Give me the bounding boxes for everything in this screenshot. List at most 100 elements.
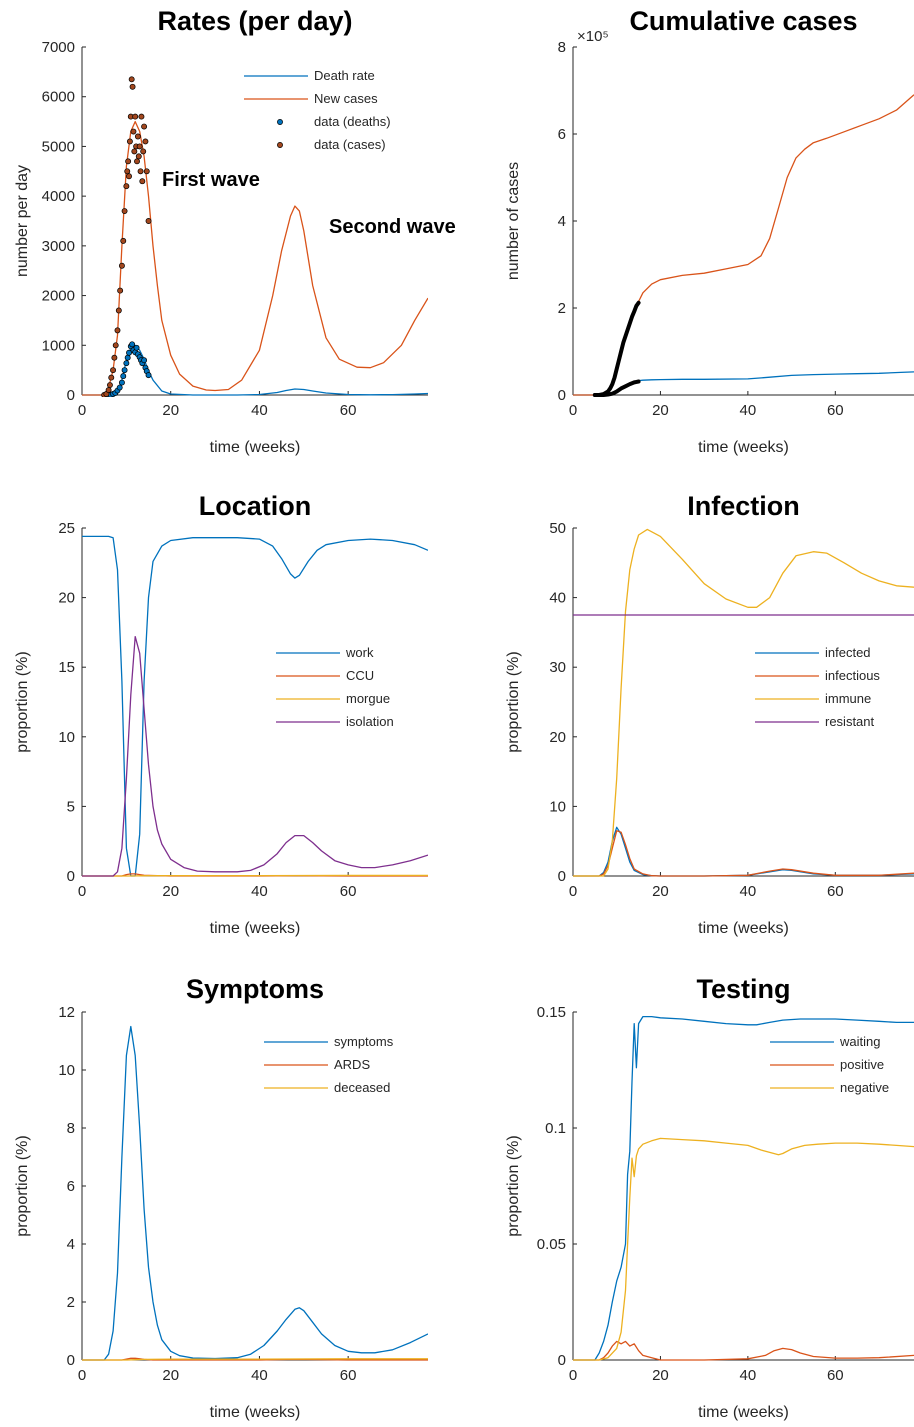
y-tick-label: 0	[67, 868, 75, 885]
data-point	[126, 138, 133, 145]
y-axis-label: number of cases	[505, 162, 522, 280]
series-symptoms-line	[82, 1025, 428, 1361]
data-point	[126, 173, 132, 180]
x-tick-label: 0	[569, 1367, 577, 1384]
y-tick-label: 30	[549, 659, 566, 676]
x-axis-label: time (weeks)	[698, 920, 789, 937]
x-tick-label: 20	[652, 402, 669, 419]
data-point	[121, 367, 128, 374]
data-point	[134, 133, 141, 140]
data-point	[118, 262, 125, 269]
data-point	[110, 367, 117, 374]
y-tick-label: 4	[67, 1236, 75, 1253]
data-point	[125, 158, 132, 165]
chart-infection: Infection 0 20 40 60 0 10 20 30 40 50 time (weeks) p…	[505, 491, 914, 937]
y-tick-label: 6000	[42, 89, 75, 106]
x-tick-label: 60	[827, 883, 844, 900]
x-tick-label: 60	[340, 883, 357, 900]
legend: waiting positive negative	[770, 1034, 889, 1095]
legend-label: deceased	[334, 1080, 390, 1095]
data-point	[141, 357, 148, 364]
y-tick-label: 20	[549, 729, 566, 746]
x-tick-label: 0	[78, 1367, 86, 1384]
chart-testing: Testing 0 20 40 60 0 0.05 0.1 0.15 time (weeks) pr…	[505, 974, 914, 1421]
series-series-1-line	[573, 94, 914, 396]
data-point	[129, 83, 136, 90]
plot-area	[573, 94, 914, 397]
series-infected-line	[573, 826, 914, 877]
data-point	[128, 76, 135, 83]
series-series-2-dots	[592, 300, 641, 397]
x-tick-label: 60	[827, 1367, 844, 1384]
legend-label: negative	[840, 1080, 889, 1095]
chart-title: Location	[199, 491, 312, 521]
legend-marker	[277, 142, 283, 148]
y-tick-label: 7000	[42, 39, 75, 56]
y-tick-label: 0	[558, 868, 566, 885]
data-point	[116, 384, 123, 391]
x-tick-label: 60	[827, 402, 844, 419]
legend-label: immune	[825, 691, 871, 706]
data-point	[106, 382, 113, 389]
chart-title: Testing	[697, 974, 791, 1004]
series-waiting-line	[573, 1015, 914, 1361]
y-tick-label: 4000	[42, 188, 75, 205]
y-tick-label: 0	[558, 387, 566, 404]
data-point	[140, 148, 147, 155]
data-point	[105, 387, 112, 393]
x-tick-label: 20	[652, 883, 669, 900]
chart-rates: Rates (per day) 0 20 40 60 0 1000 2000 3000 4000 5…	[14, 6, 456, 456]
y-exponent-label: ×10⁵	[577, 28, 609, 45]
legend: work CCU morgue isolation	[276, 645, 394, 729]
x-tick-label: 20	[162, 883, 179, 900]
plot-area	[573, 528, 914, 877]
y-tick-label: 6	[558, 126, 566, 143]
series-morgue-line	[82, 874, 428, 877]
series-data-deaths-	[105, 341, 152, 397]
series-series-3-dots	[592, 379, 641, 397]
data-point	[130, 128, 137, 135]
y-axis-label: proportion (%)	[14, 651, 31, 752]
legend-label: isolation	[346, 714, 394, 729]
legend-label: symptoms	[334, 1034, 394, 1049]
chart-title: Symptoms	[186, 974, 324, 1004]
legend-label: CCU	[346, 668, 374, 683]
legend-label: resistant	[825, 714, 875, 729]
x-tick-label: 20	[162, 1367, 179, 1384]
series-infectious-line	[573, 830, 914, 877]
x-tick-label: 40	[251, 402, 268, 419]
series-isolation-line	[82, 635, 428, 877]
legend-label: Death rate	[314, 68, 375, 83]
data-point	[115, 307, 122, 314]
plot-area	[82, 1025, 428, 1361]
data-point	[123, 360, 130, 367]
plot-area	[82, 76, 428, 397]
x-axis-label: time (weeks)	[698, 439, 789, 456]
legend-label: work	[345, 645, 374, 660]
data-point	[118, 379, 125, 386]
series-data-cases-	[101, 76, 152, 397]
y-tick-label: 25	[58, 520, 75, 537]
x-tick-label: 0	[569, 883, 577, 900]
x-tick-label: 60	[340, 1367, 357, 1384]
series-positive-line	[573, 1340, 914, 1361]
data-point	[120, 237, 127, 244]
y-tick-label: 2	[67, 1294, 75, 1311]
y-tick-label: 50	[549, 520, 566, 537]
series-negative-line	[573, 1137, 914, 1361]
data-point	[133, 344, 140, 351]
legend-label: morgue	[346, 691, 390, 706]
legend-label: data (cases)	[314, 137, 386, 152]
data-point	[131, 148, 138, 155]
plot-area	[82, 535, 428, 877]
series-work-line	[82, 535, 428, 877]
data-point	[121, 208, 128, 215]
x-tick-label: 60	[340, 402, 357, 419]
x-tick-label: 20	[162, 402, 179, 419]
data-point	[141, 123, 148, 130]
y-tick-label: 8	[558, 39, 566, 56]
data-point	[139, 178, 146, 185]
chart-title: Infection	[687, 491, 800, 521]
